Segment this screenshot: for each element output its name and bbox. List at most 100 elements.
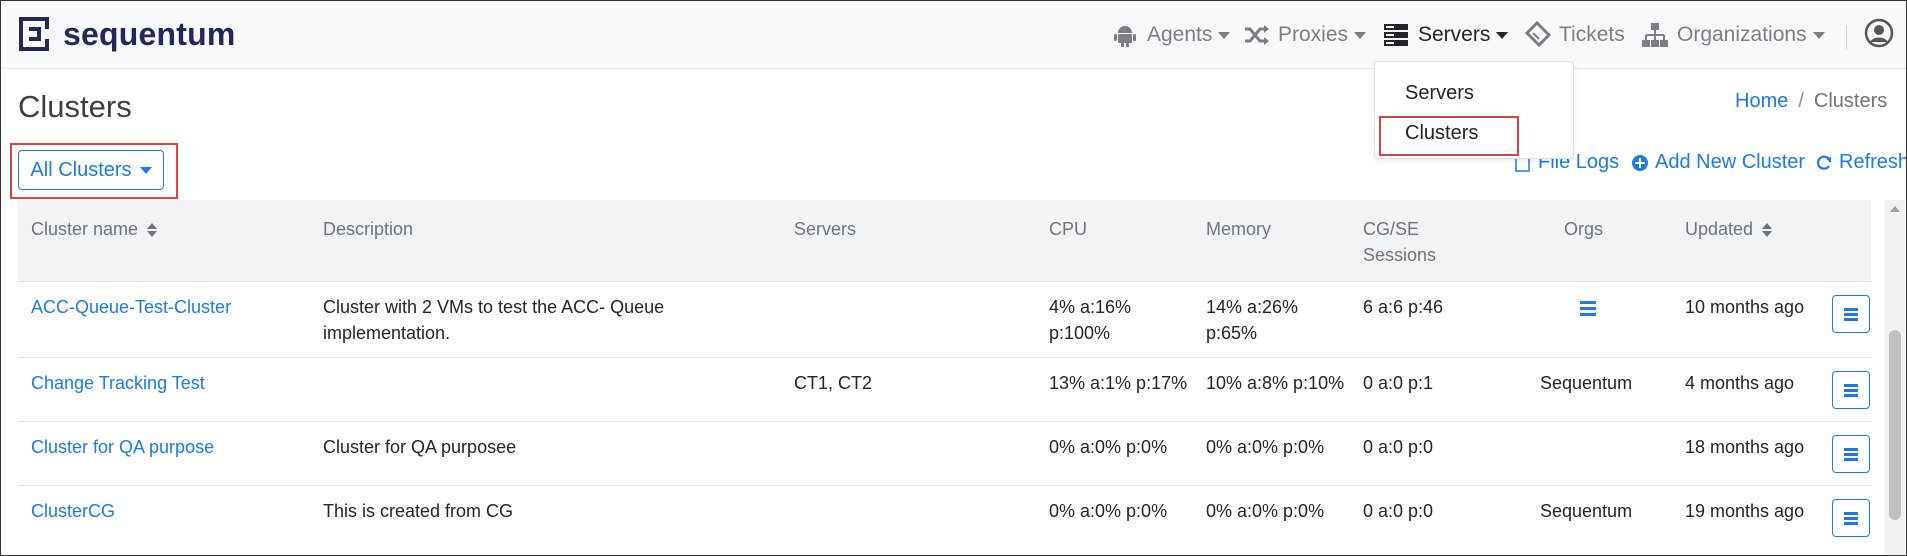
chevron-down-icon — [1354, 31, 1367, 39]
th-sessions-line1: CG/SE — [1363, 219, 1420, 239]
cluster-memory: 14% a:26% p:65% — [1206, 294, 1298, 346]
table-row: ClusterCG This is created from CG 0% a:0… — [18, 486, 1871, 550]
cluster-updated: 19 months ago — [1685, 501, 1805, 521]
cpu-line: 4% a:16% — [1049, 297, 1132, 317]
description-line: Cluster with 2 VMs to test the ACC- Queu… — [323, 297, 665, 317]
nav-divider — [1846, 25, 1847, 49]
chevron-down-icon — [1812, 31, 1825, 39]
memory-line: 14% a:26% — [1206, 297, 1299, 317]
table-header: Cluster name Description Servers CPU Mem… — [18, 200, 1871, 282]
table-row: ACC-Queue-Test-Cluster Cluster with 2 VM… — [18, 282, 1871, 358]
ticket-icon — [1524, 21, 1551, 48]
nav-servers[interactable]: Servers — [1382, 19, 1509, 51]
cluster-orgs: Sequentum — [1540, 501, 1633, 521]
chevron-down-icon — [1496, 31, 1509, 39]
scrollbar-thumb[interactable] — [1889, 330, 1901, 520]
cluster-cpu: 13% a:1% p:17% — [1049, 373, 1188, 393]
th-sessions: CG/SE Sessions — [1363, 216, 1436, 268]
cluster-orgs: Sequentum — [1540, 373, 1633, 393]
dropdown-item-servers[interactable]: Servers — [1405, 82, 1474, 104]
th-cpu: CPU — [1049, 219, 1088, 239]
cluster-name-link[interactable]: ClusterCG — [31, 501, 116, 521]
nav-proxies[interactable]: Proxies — [1242, 19, 1367, 51]
chevron-down-icon — [139, 166, 152, 174]
th-cluster-name-label: Cluster name — [31, 219, 139, 239]
description-line: implementation. — [323, 323, 451, 343]
cluster-cpu: 0% a:0% p:0% — [1049, 501, 1168, 521]
brand-name: sequentum — [63, 15, 236, 52]
android-icon — [1114, 26, 1136, 47]
nav-agents[interactable]: Agents — [1111, 19, 1231, 51]
scroll-up-arrow-icon[interactable] — [1890, 206, 1900, 212]
breadcrumb-home-link[interactable]: Home — [1735, 90, 1789, 112]
top-navbar: sequentum Agents Proxies — [1, 1, 1906, 69]
cluster-memory: 10% a:8% p:10% — [1206, 373, 1345, 393]
nav-organizations[interactable]: Organizations — [1641, 19, 1825, 51]
cluster-memory: 0% a:0% p:0% — [1206, 437, 1325, 457]
cluster-updated: 4 months ago — [1685, 373, 1795, 393]
th-updated-label: Updated — [1685, 219, 1754, 239]
sequentum-logo-icon — [19, 17, 49, 51]
th-orgs: Orgs — [1564, 219, 1604, 239]
cluster-description: This is created from CG — [323, 501, 514, 521]
all-clusters-dropdown-button[interactable]: All Clusters — [18, 150, 164, 190]
cluster-description: Cluster for QA purposee — [323, 437, 517, 457]
th-servers: Servers — [794, 219, 857, 239]
cluster-sessions: 6 a:6 p:46 — [1363, 297, 1444, 317]
sitemap-icon — [1642, 23, 1668, 47]
cluster-memory: 0% a:0% p:0% — [1206, 501, 1325, 521]
th-updated[interactable]: Updated — [1685, 216, 1773, 242]
sort-icon — [147, 223, 158, 237]
th-memory: Memory — [1206, 219, 1272, 239]
nav-proxies-label: Proxies — [1278, 23, 1349, 46]
cluster-updated: 10 months ago — [1685, 297, 1805, 317]
chevron-down-icon — [1218, 31, 1231, 39]
highlight-box — [10, 143, 178, 199]
add-new-cluster-link[interactable]: Add New Cluster — [1631, 151, 1805, 174]
breadcrumb: Home / Clusters — [1735, 90, 1887, 113]
cluster-cpu: 0% a:0% p:0% — [1049, 437, 1168, 457]
row-menu-button[interactable] — [1832, 499, 1870, 537]
user-avatar-icon[interactable] — [1864, 18, 1894, 48]
page-title: Clusters — [18, 89, 132, 124]
cluster-name-link[interactable]: Change Tracking Test — [31, 373, 205, 393]
cluster-sessions: 0 a:0 p:1 — [1363, 373, 1434, 393]
row-menu-button[interactable] — [1832, 435, 1870, 473]
add-new-cluster-label: Add New Cluster — [1655, 151, 1806, 173]
list-icon[interactable] — [1580, 301, 1596, 317]
memory-line: p:65% — [1206, 323, 1258, 343]
vertical-scrollbar[interactable] — [1885, 200, 1905, 555]
cluster-sessions: 0 a:0 p:0 — [1363, 501, 1434, 521]
cluster-name-link[interactable]: Cluster for QA purpose — [31, 437, 215, 457]
cluster-servers: CT1, CT2 — [794, 373, 873, 393]
brand[interactable]: sequentum — [17, 15, 236, 53]
highlight-box — [1379, 116, 1519, 156]
table-row: Cluster for QA purpose Cluster for QA pu… — [18, 422, 1871, 486]
cluster-name-link[interactable]: ACC-Queue-Test-Cluster — [31, 297, 232, 317]
cluster-cpu: 4% a:16% p:100% — [1049, 294, 1131, 346]
breadcrumb-current: Clusters — [1813, 90, 1888, 112]
plus-circle-icon — [1632, 154, 1648, 171]
row-menu-button[interactable] — [1832, 295, 1870, 333]
nav-organizations-label: Organizations — [1677, 23, 1807, 46]
cluster-description: Cluster with 2 VMs to test the ACC- Queu… — [323, 294, 664, 346]
nav-servers-label: Servers — [1418, 23, 1491, 46]
nav-tickets[interactable]: Tickets — [1523, 19, 1625, 51]
servers-dropdown-menu: Servers Clusters — [1374, 61, 1574, 159]
th-description: Description — [323, 219, 414, 239]
breadcrumb-separator: / — [1798, 90, 1804, 112]
th-cluster-name[interactable]: Cluster name — [31, 216, 158, 242]
row-menu-button[interactable] — [1832, 371, 1870, 409]
th-sessions-line2: Sessions — [1363, 245, 1437, 265]
cluster-sessions: 0 a:0 p:0 — [1363, 437, 1434, 457]
refresh-label: Refresh — [1839, 151, 1907, 173]
dropdown-item-clusters[interactable]: Clusters — [1405, 122, 1479, 144]
nav-agents-label: Agents — [1147, 23, 1213, 46]
all-clusters-label: All Clusters — [30, 158, 132, 181]
table-row: Change Tracking Test CT1, CT2 13% a:1% p… — [18, 358, 1871, 422]
cluster-updated: 18 months ago — [1685, 437, 1805, 457]
shuffle-icon — [1245, 25, 1269, 45]
refresh-link[interactable]: Refresh — [1815, 151, 1907, 174]
server-icon — [1384, 24, 1408, 46]
